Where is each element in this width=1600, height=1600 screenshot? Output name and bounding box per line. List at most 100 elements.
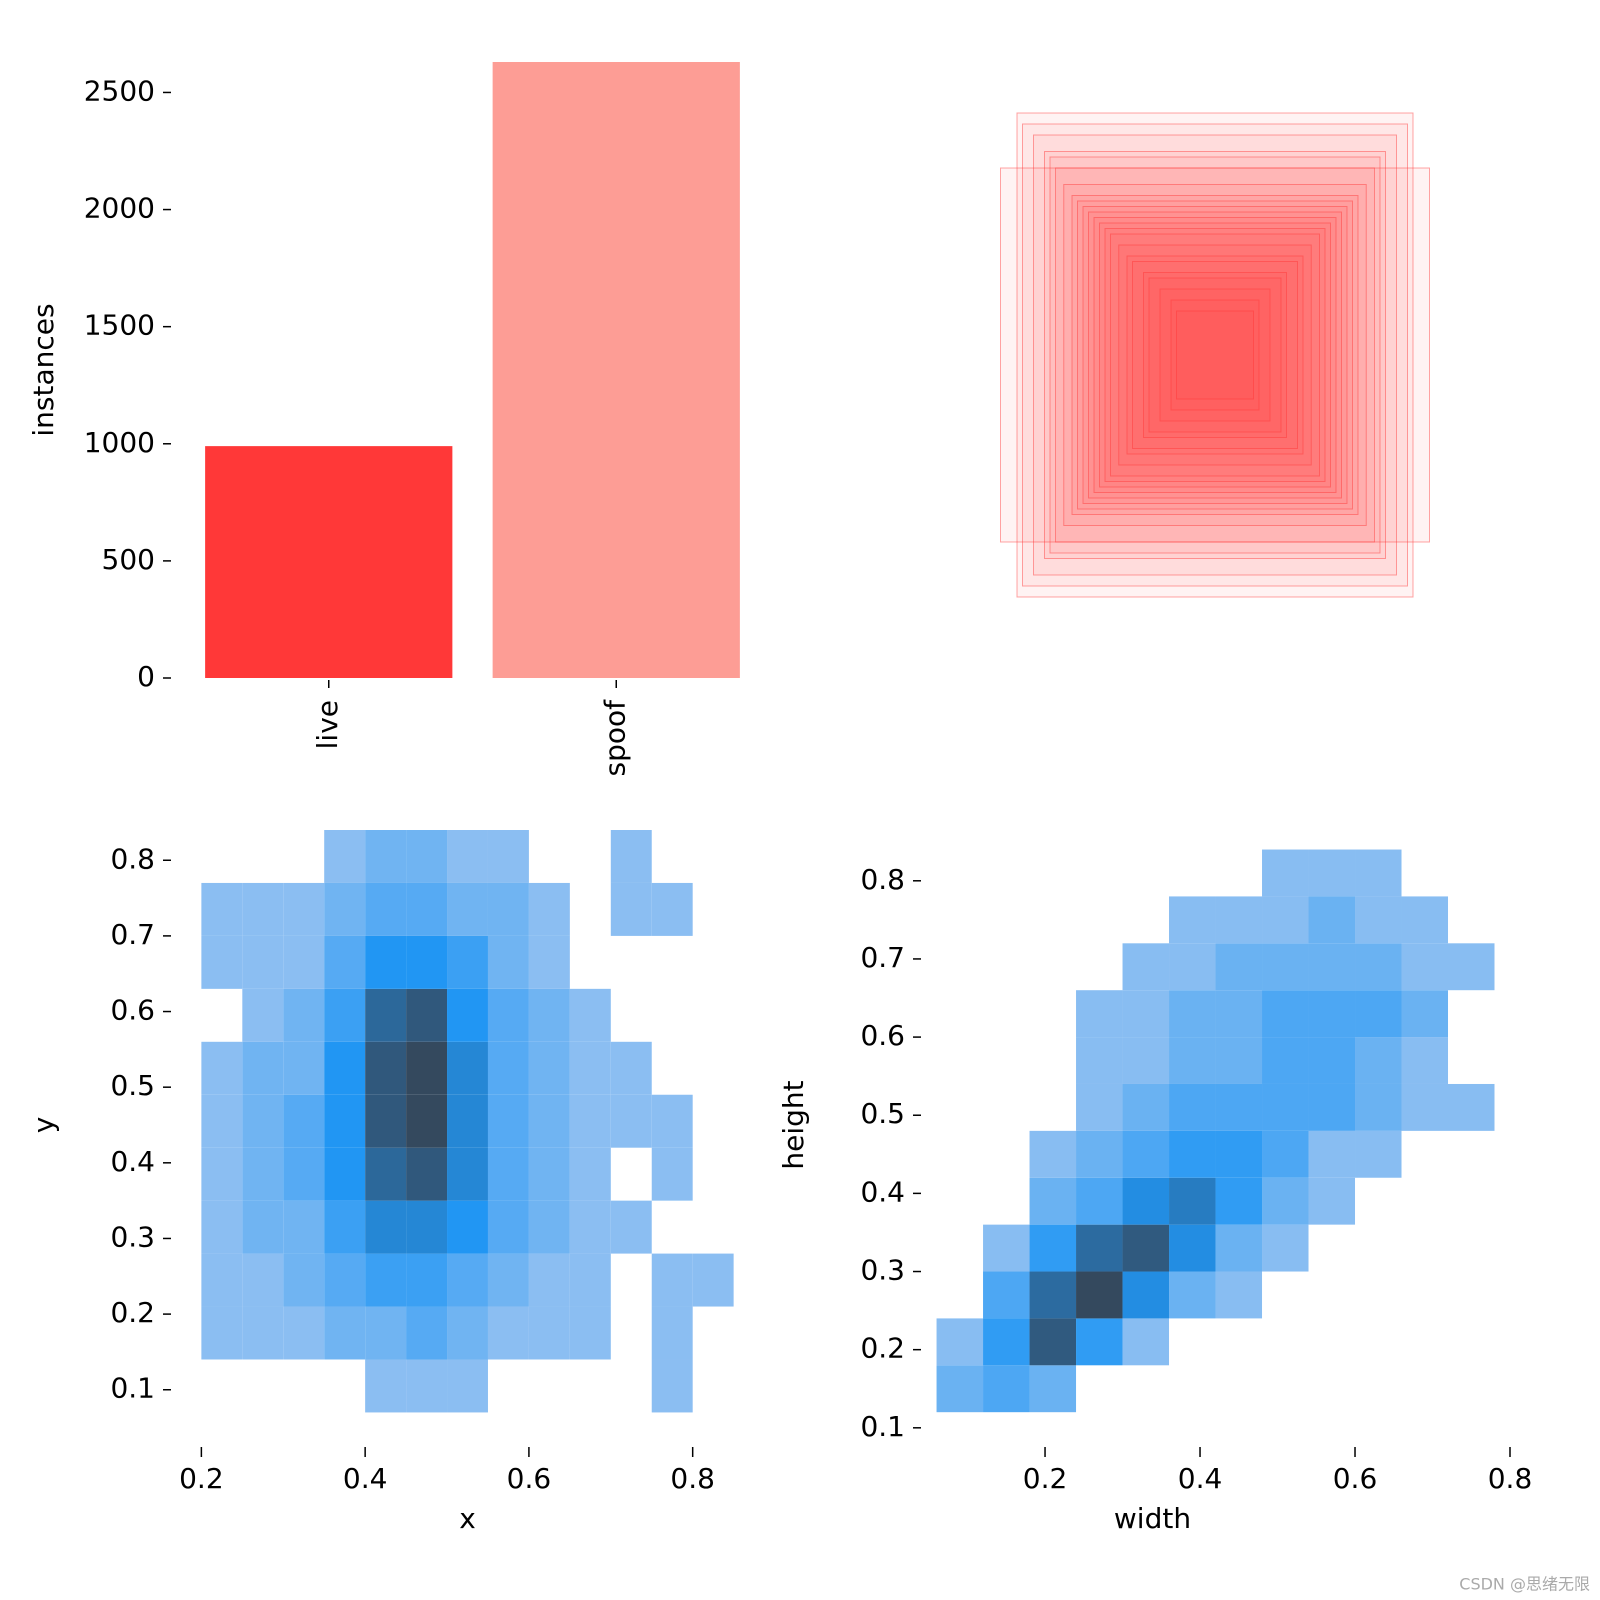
heat-cell: [447, 988, 488, 1042]
heat-cell: [242, 1147, 284, 1201]
heat-cell: [1448, 1037, 1494, 1084]
heat-cell: [487, 1041, 529, 1095]
heat-cell: [324, 1253, 366, 1307]
heat-cell: [201, 1253, 243, 1307]
heat-cell: [447, 830, 488, 883]
heat-cell: [1169, 1130, 1216, 1178]
heat-cell: [447, 1306, 488, 1360]
heat-cell: [242, 1253, 284, 1307]
y-tick-label: 0.2: [110, 1296, 155, 1329]
heat-cell: [937, 896, 983, 943]
heat-cell: [1401, 943, 1449, 991]
heat-cell: [1355, 1178, 1401, 1225]
heat-cell: [569, 1041, 611, 1095]
x-tick-label: 0.4: [343, 1462, 388, 1495]
heat-cell: [1401, 896, 1449, 944]
heat-cell: [487, 1147, 529, 1201]
heat-cell: [242, 830, 283, 883]
heat-cell: [1262, 1177, 1309, 1225]
heat-cell: [1122, 943, 1170, 991]
heat-cell: [1076, 943, 1122, 990]
heat-cell: [487, 935, 529, 989]
heat-cell: [1169, 1271, 1216, 1319]
heat-cell: [406, 988, 448, 1042]
heat-cell: [1122, 1177, 1170, 1225]
box: [1082, 206, 1348, 504]
heat-cell: [1402, 1318, 1448, 1365]
heat-cell: [447, 935, 488, 989]
heat-cell: [365, 1094, 407, 1148]
box: [1000, 167, 1430, 543]
y-tick-label: 2500: [84, 74, 155, 107]
heat-cell: [1309, 1365, 1355, 1412]
x-axis-label: x: [459, 1502, 476, 1535]
heat-cell: [1402, 1272, 1448, 1319]
x-tick-label: 0.2: [1023, 1462, 1068, 1495]
y-axis-label: y: [27, 1117, 60, 1134]
box: [1143, 272, 1287, 438]
box: [1110, 233, 1320, 477]
heat-cell: [610, 1041, 652, 1095]
heat-cell: [528, 1306, 570, 1360]
heat-cell: [1215, 1177, 1263, 1225]
heat-cell: [447, 1359, 488, 1413]
heat-cell: [1216, 1318, 1262, 1365]
heat-cell: [983, 1318, 1030, 1366]
heat-cell: [937, 1084, 983, 1131]
heat-cell: [447, 882, 488, 936]
heat-cell: [365, 830, 407, 883]
heat-cell: [324, 1306, 366, 1360]
heat-cell: [1169, 1224, 1216, 1272]
heat-cell: [983, 1037, 1029, 1084]
heat-cell: [1030, 1084, 1076, 1131]
y-tick-label: 0.6: [860, 1019, 905, 1052]
y-tick-label: 0.3: [860, 1254, 905, 1287]
heat-cell: [283, 882, 325, 936]
heat-cell: [651, 1094, 693, 1148]
heat-cell: [283, 1200, 325, 1254]
heat-cell: [1216, 1365, 1262, 1412]
heat-cell: [528, 882, 570, 936]
heat-cell: [1076, 896, 1122, 943]
heat-cell: [1308, 1037, 1356, 1084]
heat-cell: [693, 1148, 734, 1201]
heat-cell: [1029, 1224, 1077, 1272]
heat-cell: [242, 1306, 284, 1360]
x-tick-label: live: [311, 700, 344, 749]
heat-cell: [487, 1094, 529, 1148]
y-tick-label: 0.7: [110, 918, 155, 951]
heat-cell: [1308, 896, 1356, 944]
heat-cell: [1402, 850, 1448, 897]
heat-cell: [693, 830, 734, 883]
heat-cell: [447, 1147, 488, 1201]
heat-cell: [1355, 1083, 1402, 1131]
heat-cell: [1355, 1037, 1402, 1084]
heat-cell: [937, 990, 983, 1037]
heat-cell: [1122, 1224, 1170, 1272]
heat-cell: [569, 1200, 611, 1254]
heat-cell: [569, 988, 611, 1042]
heat-cell: [1448, 1178, 1494, 1225]
heat-cell: [1029, 1130, 1077, 1178]
heat-cell: [528, 1094, 570, 1148]
heat-cell: [528, 1041, 570, 1095]
heat-cell: [1355, 990, 1402, 1038]
heat-cell: [1309, 1225, 1355, 1272]
heat-cell: [1122, 990, 1170, 1038]
heat-cell: [937, 1225, 983, 1272]
heat-cell: [611, 1148, 652, 1201]
heat-cell: [1448, 1318, 1494, 1365]
heat-cell: [488, 1359, 529, 1412]
heat-cell: [1448, 1083, 1495, 1131]
heat-cell: [937, 1178, 983, 1225]
heat-cell: [1030, 896, 1076, 943]
heat-cell: [611, 989, 652, 1042]
heat-cell: [611, 1359, 652, 1412]
y-tick-label: 0.8: [860, 863, 905, 896]
heat-cell: [652, 1201, 693, 1254]
heat-cell: [983, 943, 1029, 990]
heat-cell: [529, 1359, 570, 1412]
y-axis-label: height: [777, 1080, 810, 1169]
box: [1022, 123, 1408, 587]
heat-cell: [406, 830, 448, 883]
